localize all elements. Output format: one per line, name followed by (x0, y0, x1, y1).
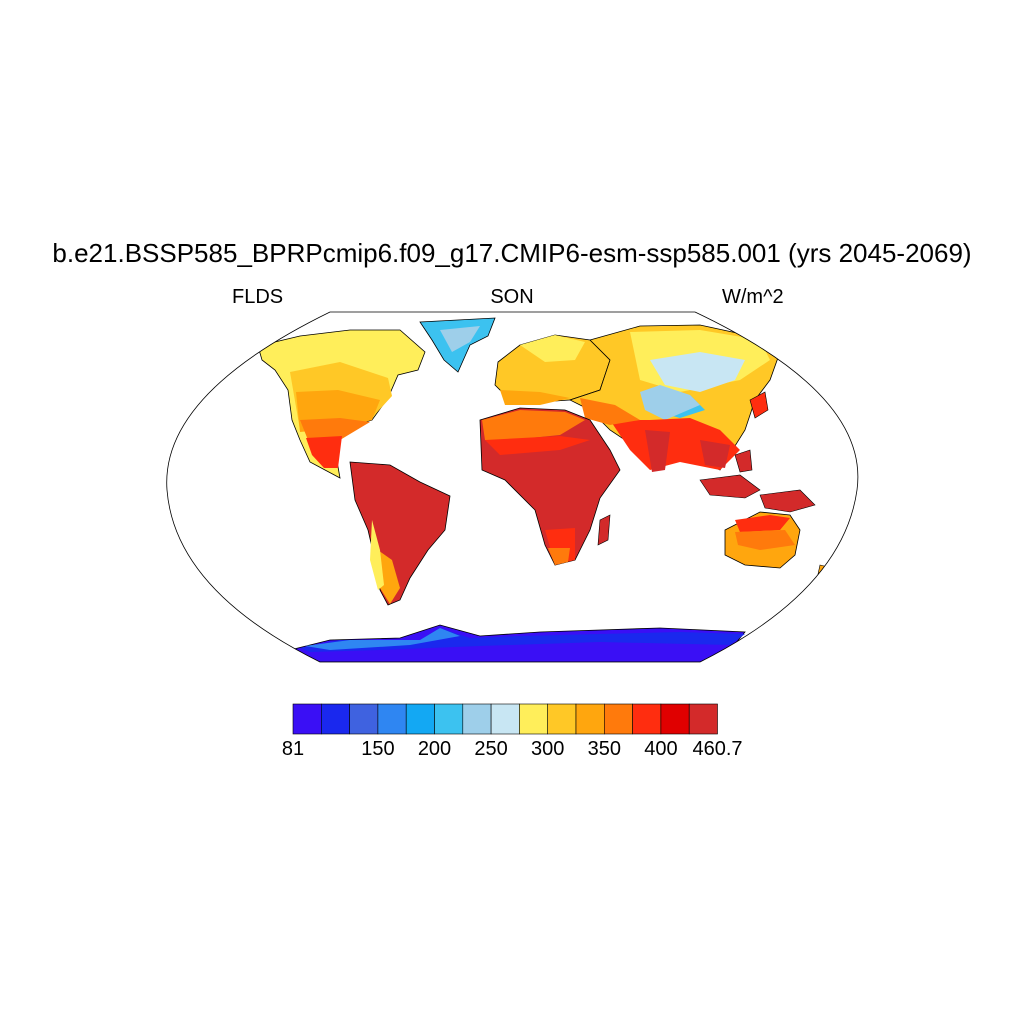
colorbar-tick-label: 250 (474, 738, 508, 760)
colorbar-swatch (292, 703, 322, 735)
colorbar-tick-label: 300 (531, 738, 565, 760)
colorbar-tick-label: 400 (644, 738, 678, 760)
colorbar-swatch (320, 703, 350, 735)
colorbar-swatch (349, 703, 379, 735)
colorbar-swatch (660, 703, 690, 735)
land-maritime-continent (699, 474, 761, 499)
land-south-america (349, 461, 451, 606)
colorbar-tick-label: 150 (361, 738, 395, 760)
colorbar-tick-label: 350 (587, 738, 621, 760)
colorbar-swatch (434, 703, 464, 735)
colorbar-swatch (575, 703, 605, 735)
colorbar-swatch (632, 703, 662, 735)
map-boundary (166, 311, 859, 663)
colorbar-swatch (603, 703, 633, 735)
colorbar-tick-label: 81 (281, 738, 305, 760)
season-label: SON (490, 286, 534, 308)
colorbar-tick-label: 460.7 (692, 738, 743, 760)
units-label: W/m^2 (722, 286, 784, 308)
colorbar (292, 703, 718, 735)
colorbar-tick-label: 200 (417, 738, 452, 760)
plot-title: b.e21.BSSP585_BPRPcmip6.f09_g17.CMIP6-es… (52, 238, 972, 268)
colorbar-swatch (377, 703, 407, 735)
variable-label: FLDS (232, 286, 284, 308)
colorbar-swatch (405, 703, 435, 735)
colorbar-swatch (462, 703, 492, 735)
colorbar-swatch (519, 703, 549, 735)
colorbar-swatch (688, 703, 718, 735)
colorbar-swatch (547, 703, 577, 735)
colorbar-swatch (490, 703, 520, 735)
